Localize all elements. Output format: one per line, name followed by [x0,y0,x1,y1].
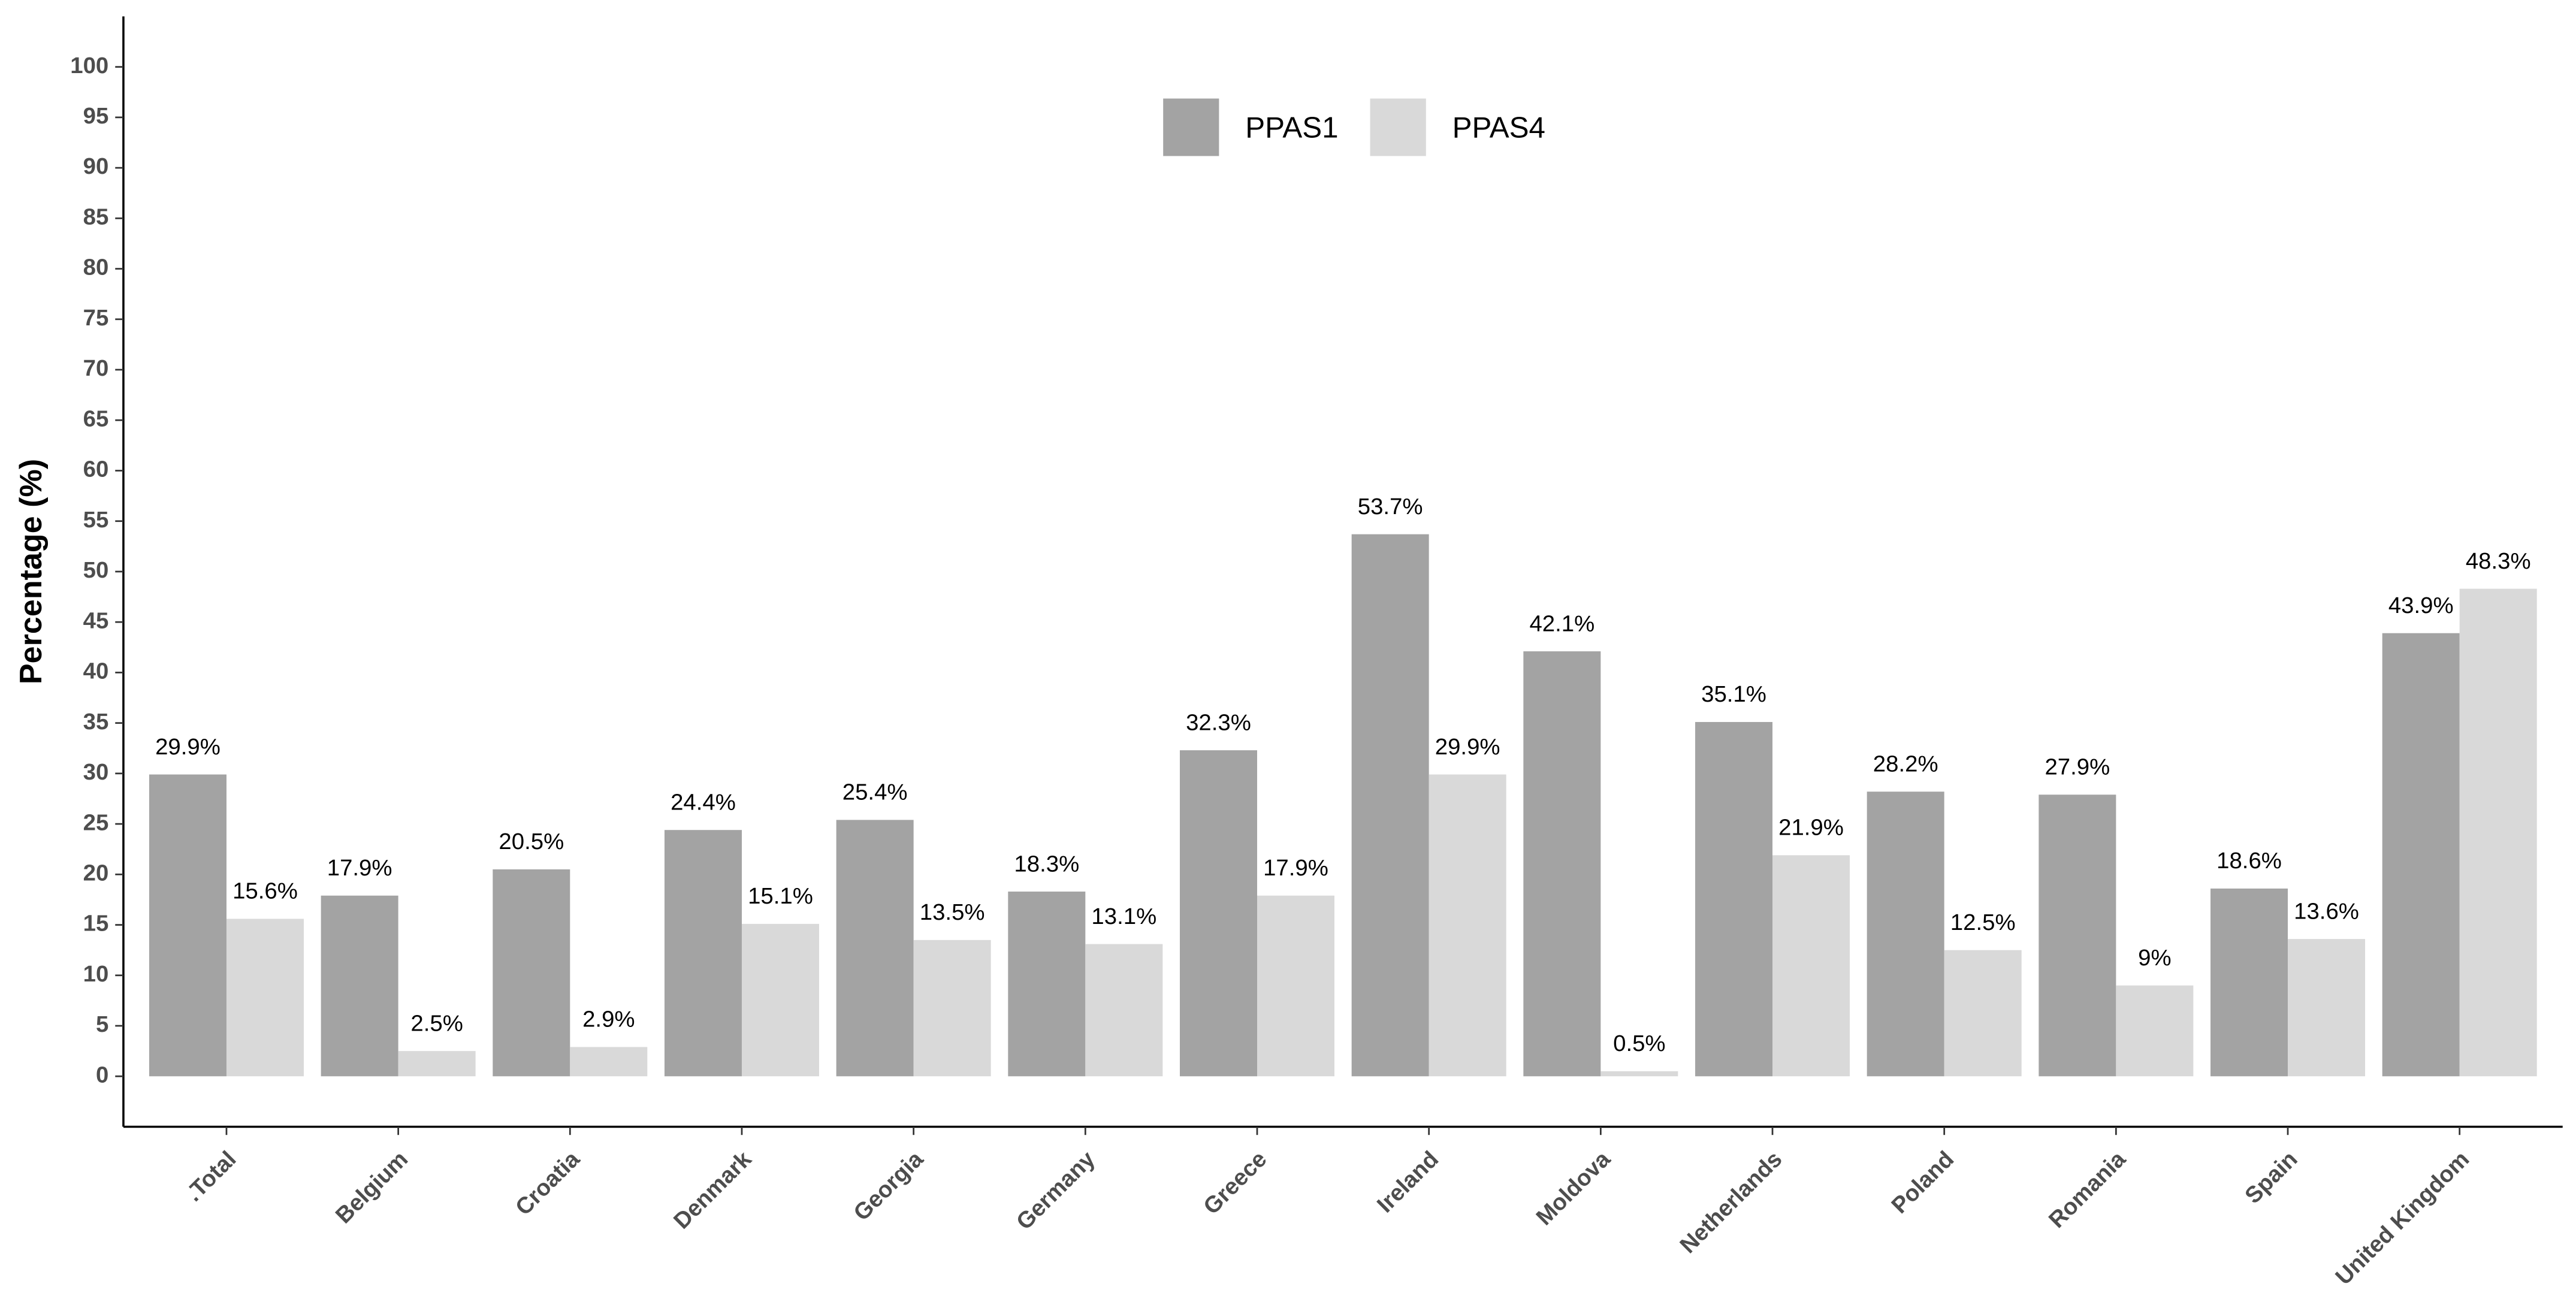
bar [1351,534,1429,1077]
y-tick-label: 85 [83,204,109,229]
y-tick-label: 10 [83,961,109,987]
bar [1179,750,1257,1077]
value-label: 24.4% [671,789,736,815]
y-tick-label: 90 [83,153,109,179]
x-tick-label: Denmark [669,1146,757,1234]
y-tick-label: 5 [96,1011,108,1037]
y-tick-label: 0 [96,1062,108,1088]
value-label: 43.9% [2388,593,2454,618]
y-tick-label: 20 [83,860,109,886]
bar [1867,792,1944,1077]
y-tick-label: 95 [83,103,109,129]
bar [1085,944,1163,1077]
value-label: 35.1% [1701,681,1766,707]
bar [2288,939,2366,1077]
y-tick-label: 35 [83,709,109,735]
value-label: 13.6% [2294,898,2359,924]
x-tick-label: Moldova [1531,1146,1615,1231]
x-tick-label: United Kingdom [2330,1146,2474,1290]
value-label: 27.9% [2045,754,2110,780]
value-label: 29.9% [1435,734,1500,760]
y-tick-label: 40 [83,658,109,684]
value-label: 28.2% [1873,751,1938,777]
bar [2459,588,2537,1077]
value-label: 18.3% [1014,851,1079,877]
value-label: 2.9% [582,1007,635,1032]
legend-label: PPAS4 [1452,111,1545,144]
x-tick-label: Georgia [848,1146,928,1225]
bar [570,1047,648,1077]
bar [2382,633,2460,1077]
y-tick-label: 80 [83,255,109,280]
value-label: 13.1% [1091,904,1156,929]
value-label: 12.5% [1950,910,2016,935]
y-tick-label: 25 [83,809,109,835]
value-label: 15.1% [748,883,813,909]
y-tick-label: 75 [83,305,109,331]
y-tick-label: 55 [83,507,109,533]
value-label: 17.9% [1263,855,1328,881]
value-label: 13.5% [920,899,985,925]
legend-swatch [1163,98,1219,156]
value-label: 2.5% [410,1010,463,1036]
x-tick-label: Belgium [331,1146,413,1228]
value-label: 48.3% [2466,548,2531,574]
value-label: 15.6% [232,878,298,904]
bar [741,923,819,1077]
bar [1523,651,1601,1077]
bar [493,869,570,1077]
bar [226,919,304,1077]
value-label: 9% [2138,945,2171,971]
bar [2116,985,2194,1077]
y-tick-label: 15 [83,911,109,937]
y-tick-label: 60 [83,457,109,482]
bar [1429,774,1506,1077]
value-label: 0.5% [1613,1031,1665,1056]
value-label: 42.1% [1529,611,1594,636]
bar [664,830,742,1077]
bar [2210,888,2288,1077]
value-label: 32.3% [1186,709,1251,735]
y-tick-label: 50 [83,557,109,583]
bar [1772,855,1850,1077]
bar [149,774,227,1077]
value-label: 21.9% [1778,815,1844,841]
x-tick-label: Germany [1011,1146,1100,1235]
bar [2039,795,2116,1077]
bar [913,940,991,1077]
x-tick-label: .Total [181,1146,241,1207]
y-tick-label: 100 [70,53,108,78]
value-label: 18.6% [2216,848,2282,874]
value-label: 53.7% [1358,494,1423,519]
bar [836,820,914,1077]
bar [321,895,398,1077]
y-axis-title: Percentage (%) [14,459,49,684]
value-label: 29.9% [155,734,221,760]
y-tick-label: 65 [83,406,109,431]
x-tick-label: Netherlands [1675,1146,1787,1258]
bar [1008,891,1086,1077]
y-tick-label: 45 [83,608,109,633]
bar [1257,895,1334,1077]
value-label: 17.9% [327,855,392,881]
y-tick-label: 30 [83,759,109,785]
x-tick-label: Spain [2240,1146,2302,1209]
x-tick-label: Poland [1886,1146,1959,1219]
legend-swatch [1370,98,1426,156]
x-tick-label: Greece [1198,1146,1272,1219]
bar [398,1051,476,1077]
x-tick-label: Croatia [511,1146,585,1221]
value-label: 25.4% [842,780,908,805]
bar [1695,721,1773,1077]
x-tick-label: Ireland [1372,1146,1443,1218]
bar [1600,1071,1678,1077]
y-tick-label: 70 [83,355,109,381]
value-label: 20.5% [499,829,564,854]
legend-label: PPAS1 [1245,111,1338,144]
bar [1944,950,2022,1077]
x-tick-label: Romania [2044,1146,2131,1233]
